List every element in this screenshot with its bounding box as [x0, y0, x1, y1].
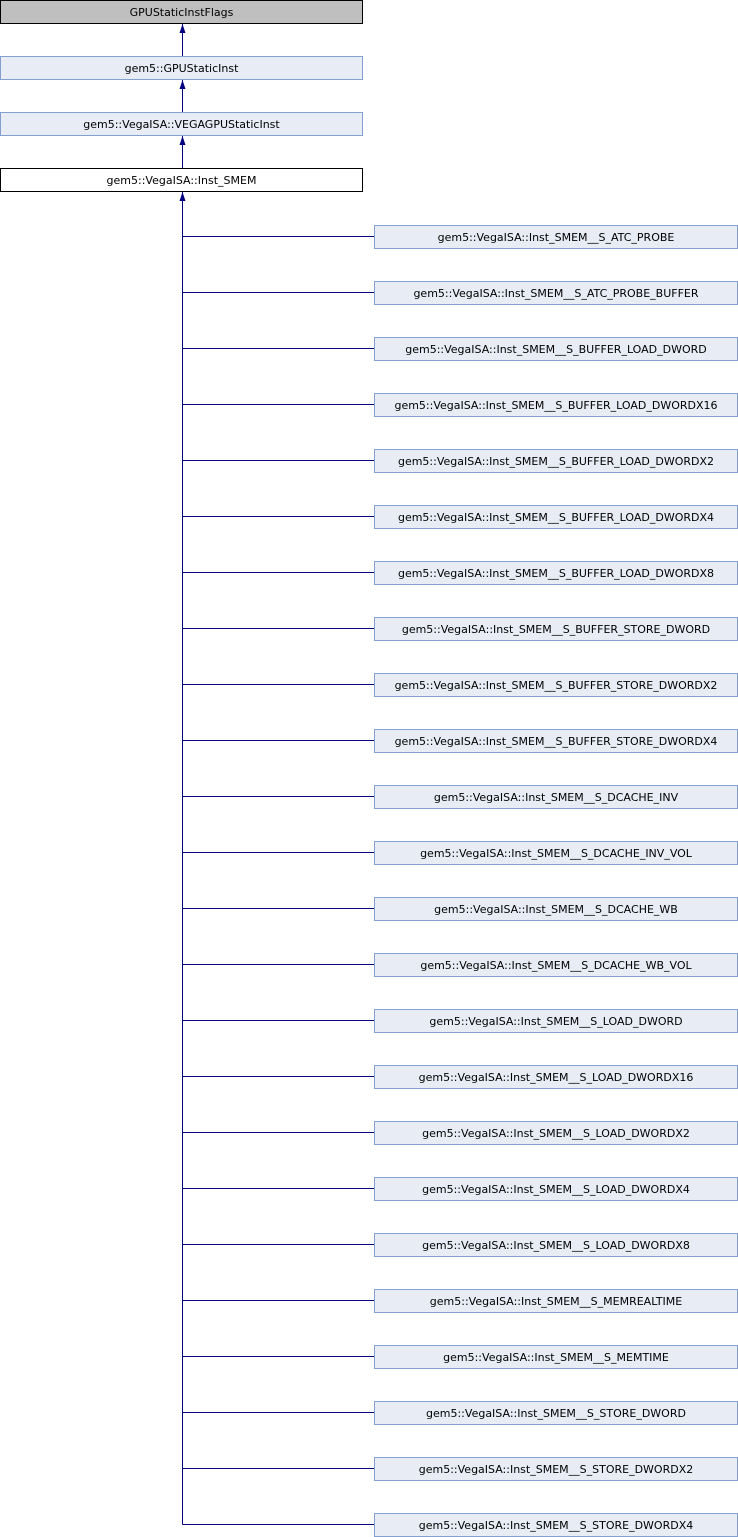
node-child-class[interactable]: gem5::VegaISA::Inst_SMEM__S_ATC_PROBE_BU…	[374, 281, 738, 305]
node-child-class[interactable]: gem5::VegaISA::Inst_SMEM__S_BUFFER_LOAD_…	[374, 561, 738, 585]
node-child-class[interactable]: gem5::VegaISA::Inst_SMEM__S_LOAD_DWORD	[374, 1009, 738, 1033]
node-child-class[interactable]: gem5::VegaISA::Inst_SMEM__S_LOAD_DWORDX8	[374, 1233, 738, 1257]
node-child-class[interactable]: gem5::VegaISA::Inst_SMEM__S_DCACHE_INV	[374, 785, 738, 809]
node-child-class[interactable]: gem5::VegaISA::Inst_SMEM__S_BUFFER_STORE…	[374, 673, 738, 697]
node-child-class[interactable]: gem5::VegaISA::Inst_SMEM__S_STORE_DWORDX…	[374, 1457, 738, 1481]
node-child-class[interactable]: gem5::VegaISA::Inst_SMEM__S_MEMTIME	[374, 1345, 738, 1369]
node-gpustaticinstflags: GPUStaticInstFlags	[0, 0, 363, 24]
node-child-class[interactable]: gem5::VegaISA::Inst_SMEM__S_DCACHE_INV_V…	[374, 841, 738, 865]
node-child-class[interactable]: gem5::VegaISA::Inst_SMEM__S_BUFFER_STORE…	[374, 729, 738, 753]
node-child-class[interactable]: gem5::VegaISA::Inst_SMEM__S_STORE_DWORDX…	[374, 1513, 738, 1537]
node-inst-smem-current: gem5::VegaISA::Inst_SMEM	[0, 168, 363, 192]
node-child-class[interactable]: gem5::VegaISA::Inst_SMEM__S_LOAD_DWORDX2	[374, 1121, 738, 1145]
inheritance-arrowhead-icon	[179, 24, 186, 33]
node-child-class[interactable]: gem5::VegaISA::Inst_SMEM__S_LOAD_DWORDX4	[374, 1177, 738, 1201]
node-vegagpustaticinst[interactable]: gem5::VegaISA::VEGAGPUStaticInst	[0, 112, 363, 136]
node-child-class[interactable]: gem5::VegaISA::Inst_SMEM__S_BUFFER_STORE…	[374, 617, 738, 641]
node-child-class[interactable]: gem5::VegaISA::Inst_SMEM__S_DCACHE_WB	[374, 897, 738, 921]
node-child-class[interactable]: gem5::VegaISA::Inst_SMEM__S_DCACHE_WB_VO…	[374, 953, 738, 977]
node-child-class[interactable]: gem5::VegaISA::Inst_SMEM__S_STORE_DWORD	[374, 1401, 738, 1425]
node-child-class[interactable]: gem5::VegaISA::Inst_SMEM__S_BUFFER_LOAD_…	[374, 393, 738, 417]
node-child-class[interactable]: gem5::VegaISA::Inst_SMEM__S_MEMREALTIME	[374, 1289, 738, 1313]
inheritance-arrowhead-icon	[179, 192, 186, 201]
inheritance-arrowhead-icon	[179, 136, 186, 145]
node-child-class[interactable]: gem5::VegaISA::Inst_SMEM__S_BUFFER_LOAD_…	[374, 449, 738, 473]
node-child-class[interactable]: gem5::VegaISA::Inst_SMEM__S_LOAD_DWORDX1…	[374, 1065, 738, 1089]
node-gpustaticinst[interactable]: gem5::GPUStaticInst	[0, 56, 363, 80]
node-child-class[interactable]: gem5::VegaISA::Inst_SMEM__S_ATC_PROBE	[374, 225, 738, 249]
node-child-class[interactable]: gem5::VegaISA::Inst_SMEM__S_BUFFER_LOAD_…	[374, 505, 738, 529]
inheritance-arrowhead-icon	[179, 80, 186, 89]
node-child-class[interactable]: gem5::VegaISA::Inst_SMEM__S_BUFFER_LOAD_…	[374, 337, 738, 361]
